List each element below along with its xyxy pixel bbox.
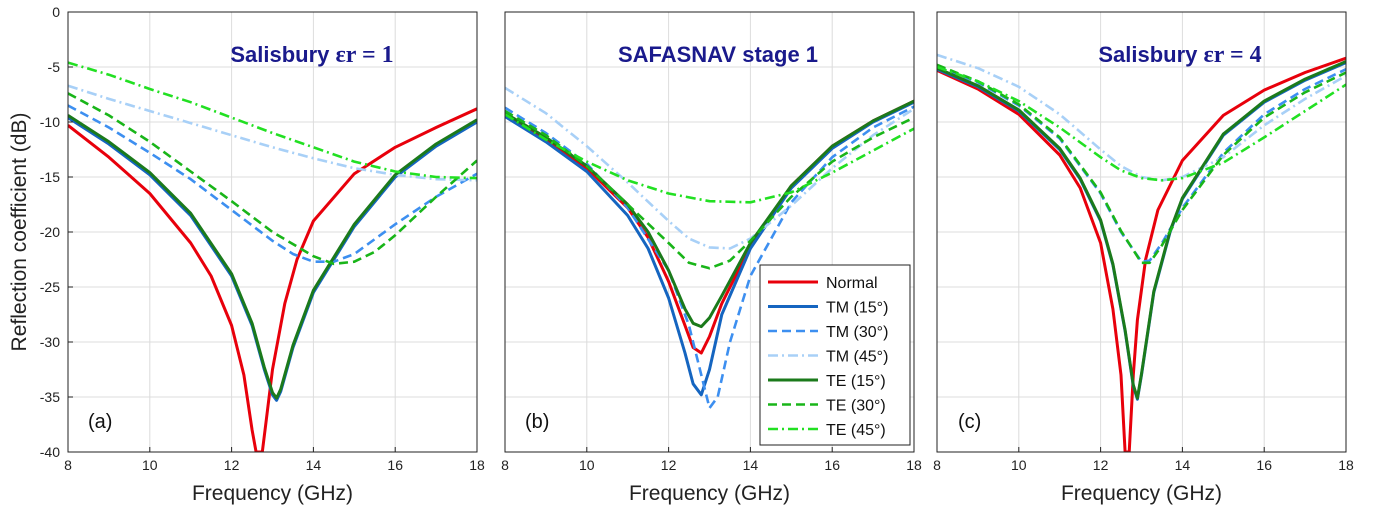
x-tick-label: 12 <box>661 457 677 473</box>
legend-entry-label: Normal <box>826 275 878 292</box>
legend-entry-label: TM (45°) <box>826 349 888 366</box>
legend-entry-label: TE (45°) <box>826 422 886 439</box>
x-tick-label: 16 <box>1256 457 1272 473</box>
y-tick-label: -25 <box>40 279 60 295</box>
x-axis-label: Frequency (GHz) <box>1061 482 1222 505</box>
legend-entry-label: TE (15°) <box>826 373 886 390</box>
series-line-normal <box>68 107 477 452</box>
x-tick-label: 10 <box>579 457 595 473</box>
y-axis-label: Reflection coefficient (dB) <box>8 113 31 352</box>
series-line-te-45 <box>505 113 914 204</box>
y-tick-label: -35 <box>40 389 60 405</box>
series-line-tm-15 <box>505 100 914 397</box>
series-group-b <box>505 86 914 410</box>
series-line-te-15 <box>937 60 1346 400</box>
axes-box-b <box>504 11 915 453</box>
x-tick-label: 14 <box>743 457 759 473</box>
x-tick-label: 8 <box>933 457 941 473</box>
legend-entry-label: TM (15°) <box>826 300 888 317</box>
y-tick-label: 0 <box>52 4 60 20</box>
legend-entry-label: TM (30°) <box>826 324 888 341</box>
x-tick-label: 8 <box>501 457 509 473</box>
series-line-tm-45 <box>505 86 914 250</box>
x-tick-label: 18 <box>1338 457 1354 473</box>
x-tick-label: 14 <box>1175 457 1191 473</box>
x-tick-label: 16 <box>824 457 840 473</box>
series-group-c <box>937 53 1346 452</box>
series-line-te-45 <box>937 65 1346 182</box>
x-tick-label: 8 <box>64 457 72 473</box>
x-tick-label: 16 <box>387 457 403 473</box>
panel-a-letter: (a) <box>88 411 112 433</box>
legend-box <box>759 264 911 446</box>
x-tick-label: 18 <box>469 457 485 473</box>
x-tick-label: 18 <box>906 457 922 473</box>
panel-c: 8 10 12 14 16 18 Frequency (GHz) <box>933 11 1354 505</box>
x-tick-label: 12 <box>1093 457 1109 473</box>
y-tick-label: -20 <box>40 224 60 240</box>
y-tick-label: -30 <box>40 334 60 350</box>
series-line-tm-30 <box>68 104 477 264</box>
series-line-normal <box>937 56 1346 452</box>
panel-b-title: SAFASNAV stage 1 <box>618 42 818 67</box>
x-axis-label: Frequency (GHz) <box>192 482 353 505</box>
series-group-a <box>68 61 477 452</box>
y-tick-label: -5 <box>48 59 61 75</box>
x-tick-label: 10 <box>142 457 158 473</box>
panel-c-letter: (c) <box>958 411 981 433</box>
series-line-te-30 <box>68 92 477 266</box>
panel-c-title: Salisbury εr = 4 <box>1098 42 1261 68</box>
panel-a-title: Salisbury εr = 1 <box>230 42 393 68</box>
axes-box-c <box>936 11 1347 453</box>
x-tick-label: 10 <box>1011 457 1027 473</box>
x-axis-label: Frequency (GHz) <box>629 482 790 505</box>
panel-b-letter: (b) <box>525 411 549 433</box>
series-line-te-15 <box>68 114 477 400</box>
legend: Normal TM (15°) TM (30°) TM (45°) TE (15°) TE… <box>759 264 911 446</box>
x-tick-label: 12 <box>224 457 240 473</box>
panel-a: 8 10 12 14 16 18 0 -5 -10 -15 -20 -25 -30 -35 -40 Frequ… <box>40 4 485 505</box>
series-line-te-30 <box>937 63 1346 265</box>
y-tick-label: -40 <box>40 444 60 460</box>
y-tick-label: -10 <box>40 114 60 130</box>
series-line-te-30 <box>505 109 914 270</box>
y-tick-label: -15 <box>40 169 60 185</box>
x-tick-label: 14 <box>306 457 322 473</box>
series-line-tm-45 <box>937 53 1346 182</box>
legend-entry-label: TE (30°) <box>826 398 886 415</box>
